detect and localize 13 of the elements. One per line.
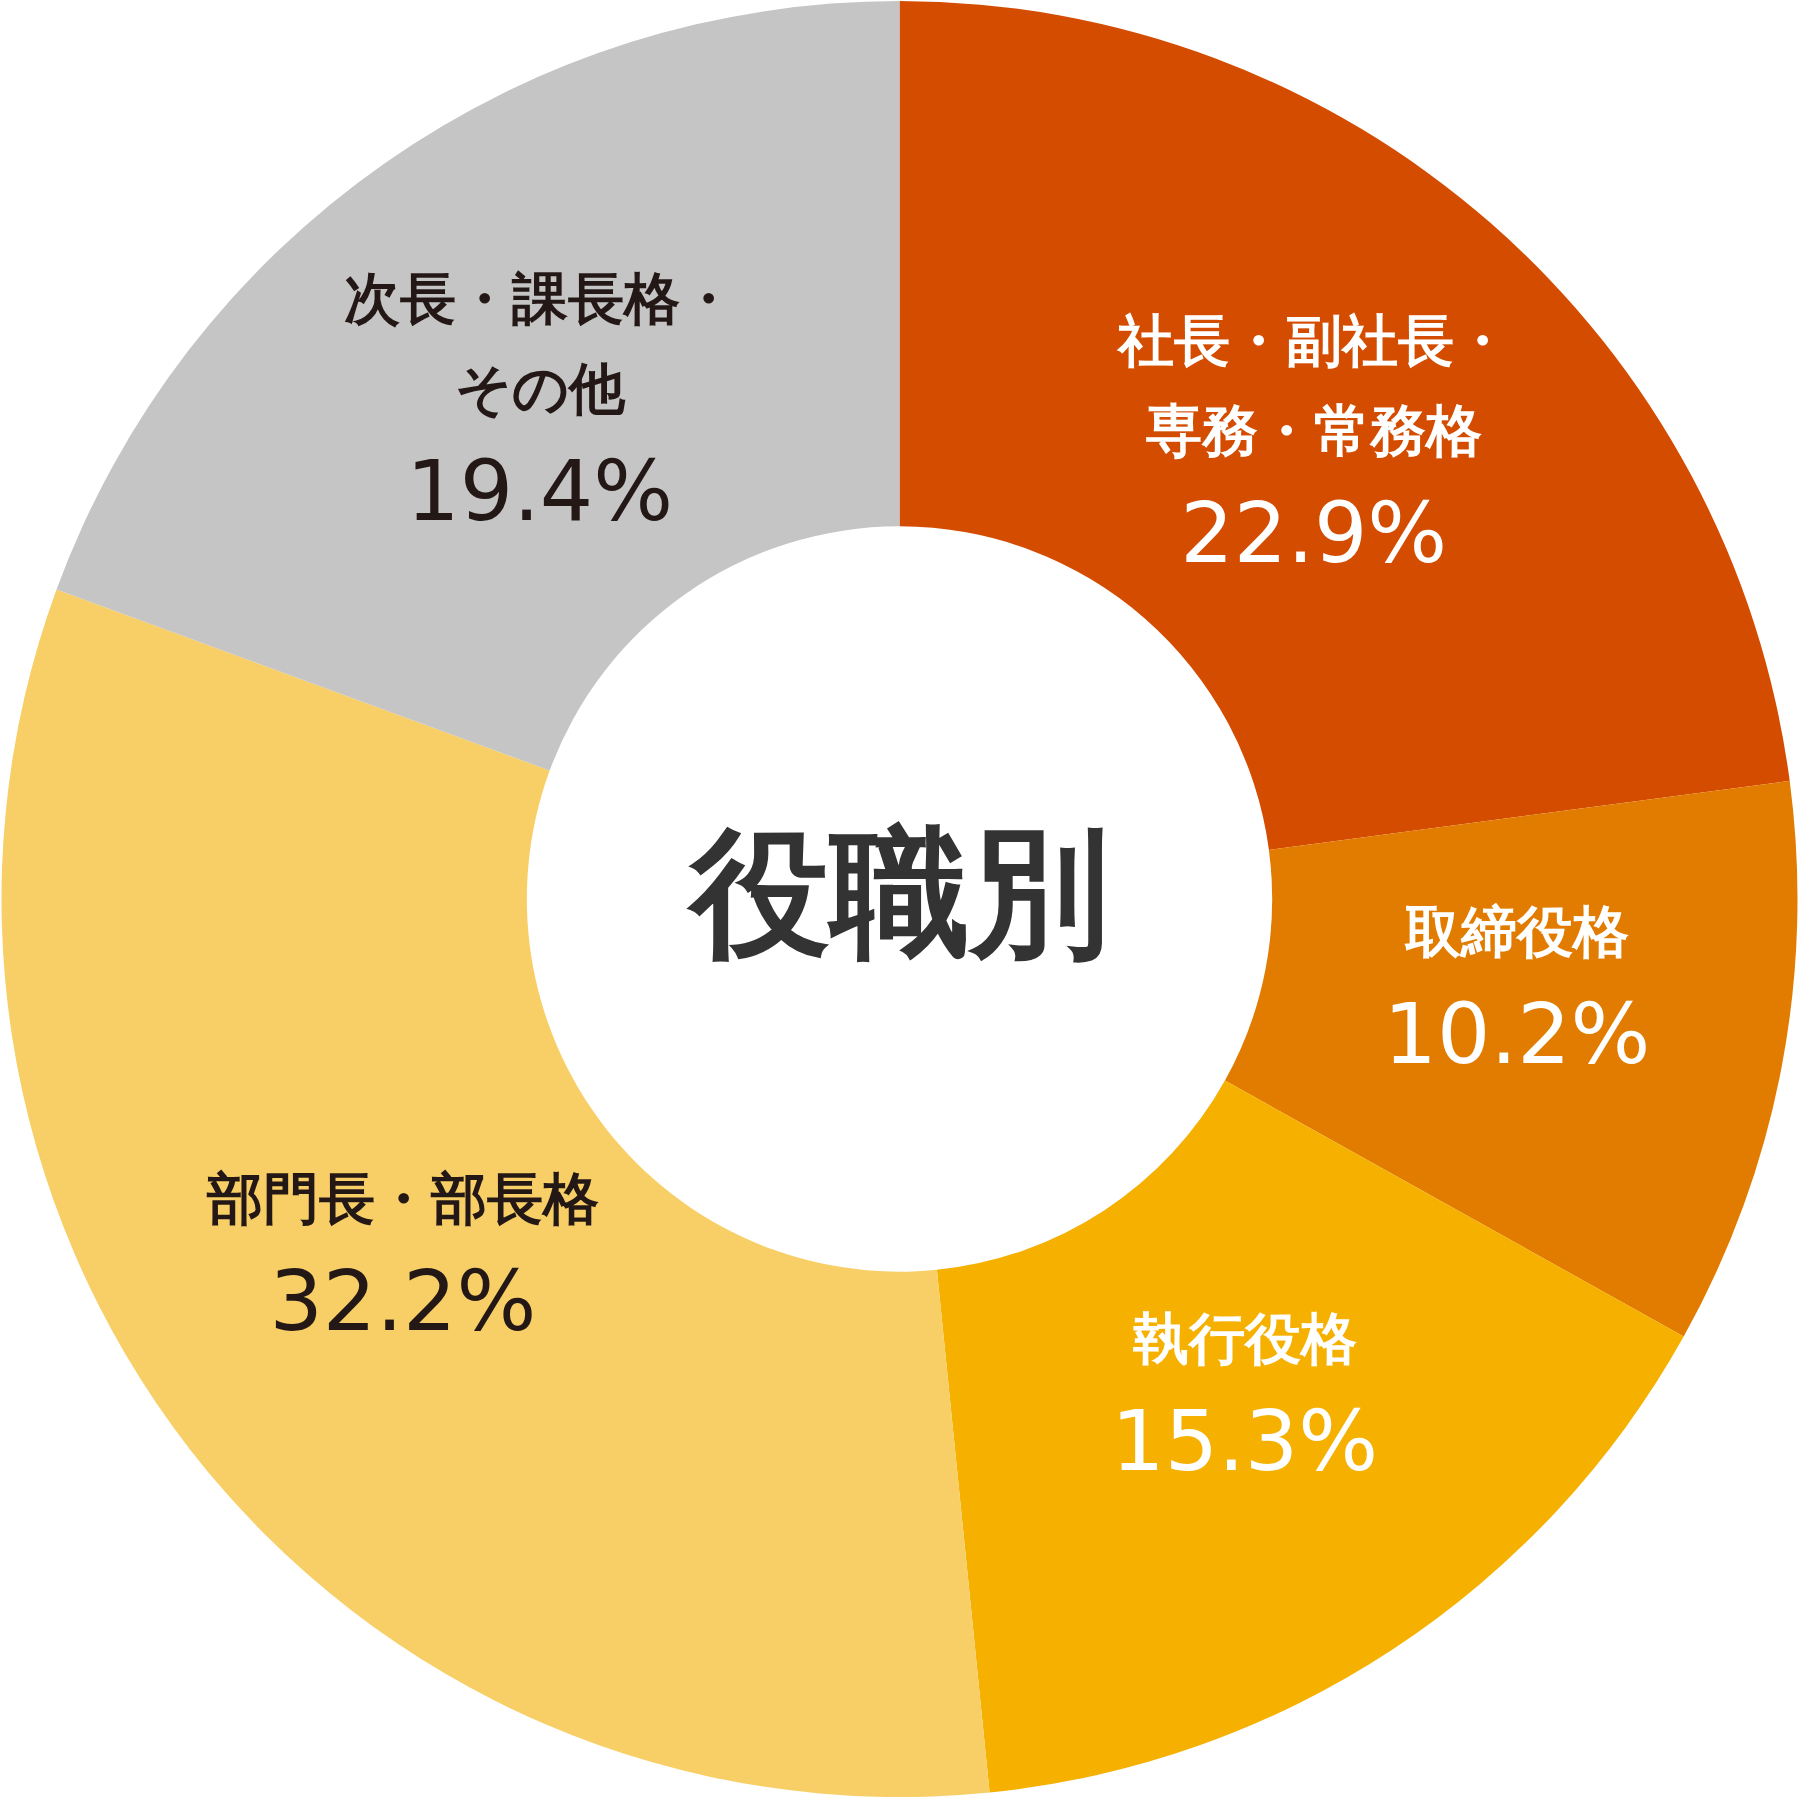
slice-label: 次長・課長格・その他 <box>343 265 736 421</box>
data-label: 19.4% <box>406 441 674 540</box>
text: 役職別 <box>685 811 1110 974</box>
data-label: 32.2% <box>269 1252 537 1351</box>
donut-slice <box>936 1080 1684 1793</box>
slice-label: 社長・副社長・専務・常務格 <box>1115 308 1510 464</box>
slice-label: 執行役格 <box>1131 1306 1357 1372</box>
data-label: 22.9% <box>1180 484 1448 583</box>
data-label: 15.3% <box>1111 1392 1379 1491</box>
slice-label: 取締役格 <box>1403 898 1629 964</box>
donut-slice <box>56 1 900 771</box>
slice-label: 部門長・部長格 <box>205 1166 599 1232</box>
data-label: 10.2% <box>1383 984 1651 1083</box>
